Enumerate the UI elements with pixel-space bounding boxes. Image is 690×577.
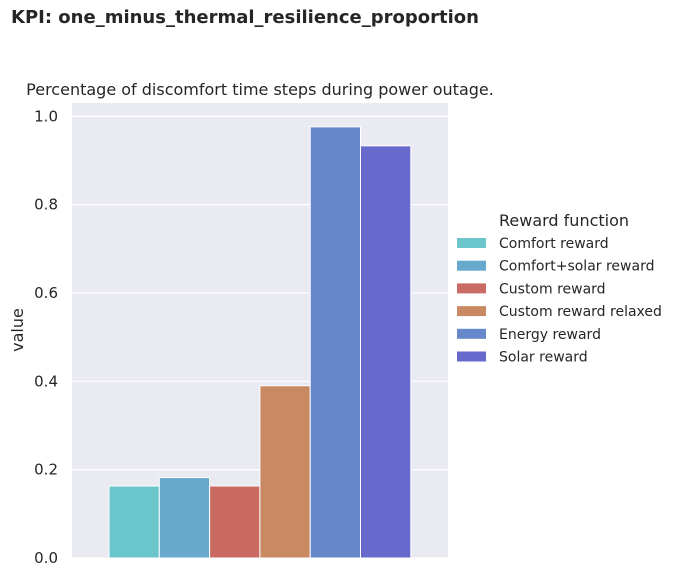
legend-items: Comfort reward Comfort+solar reward Custom… [457, 236, 662, 366]
bars [108, 126, 412, 559]
legend-swatch [457, 306, 486, 317]
legend-label: Custom reward relaxed [499, 304, 662, 320]
legend-swatch [457, 328, 486, 339]
legend: Reward function Comfort reward Comfort+so… [457, 211, 662, 366]
legend-label: Comfort+solar reward [499, 259, 654, 275]
y-tick-label: 0.6 [34, 284, 58, 302]
y-tick-label: 0.8 [34, 196, 58, 214]
bar-comfort-solar-reward [158, 477, 211, 559]
legend-swatch [457, 260, 486, 271]
legend-label: Solar reward [499, 350, 588, 366]
y-tick-labels: 0.0 0.2 0.4 0.6 0.8 1.0 [34, 107, 58, 567]
legend-swatch [457, 283, 486, 294]
bar-custom-reward [209, 485, 261, 559]
bar-solar-reward [360, 145, 412, 559]
y-tick-label: 0.2 [34, 461, 58, 479]
legend-title: Reward function [499, 211, 629, 230]
bar-comfort-reward [108, 485, 160, 559]
y-tick-label: 0.4 [34, 372, 58, 390]
y-tick-label: 0.0 [34, 549, 58, 567]
chart-title: Percentage of discomfort time steps duri… [26, 80, 494, 99]
y-tick-label: 1.0 [34, 107, 58, 125]
legend-label: Energy reward [499, 327, 601, 343]
legend-swatch [457, 238, 486, 248]
figure-suptitle: KPI: one_minus_thermal_resilience_propor… [11, 7, 479, 28]
legend-label: Comfort reward [499, 236, 609, 252]
legend-swatch [457, 351, 486, 362]
y-axis-label: value [8, 308, 27, 352]
bar-custom-reward-relaxed [259, 385, 311, 559]
bar-energy-reward [309, 126, 362, 559]
legend-label: Custom reward [499, 281, 606, 297]
